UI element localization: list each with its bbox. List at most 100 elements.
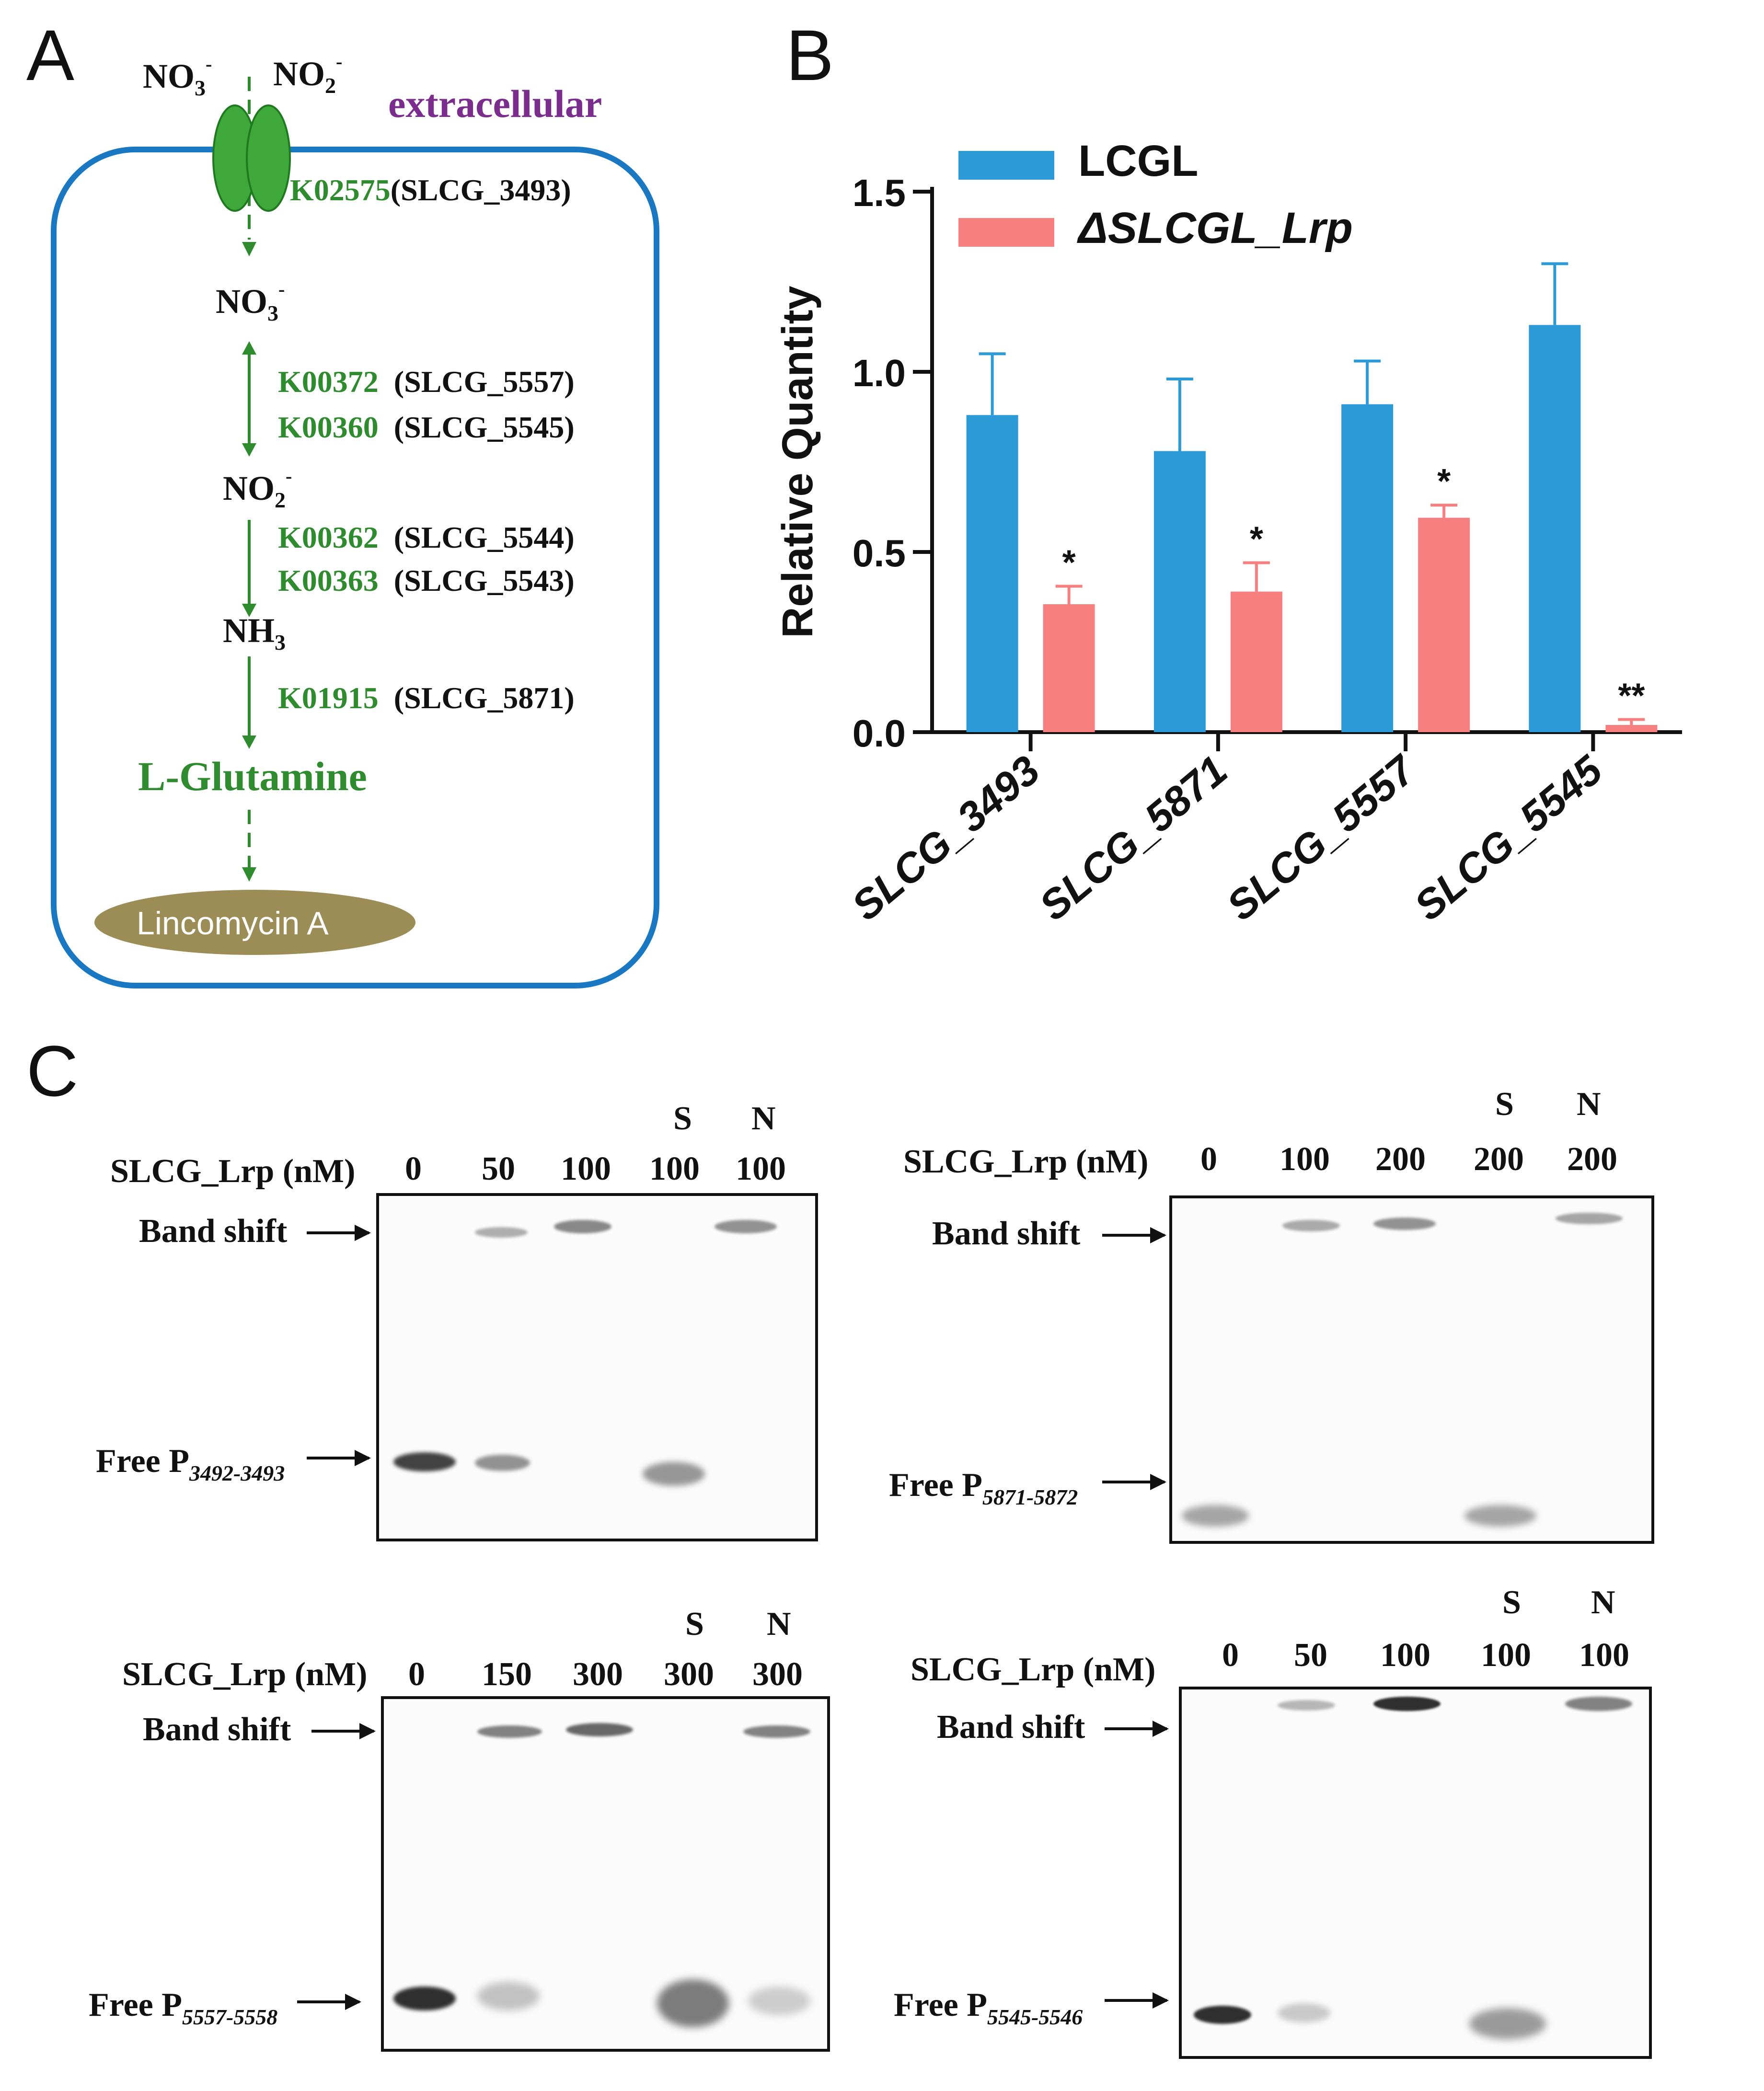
gel-1-conc-label: SLCG_Lrp (nM) <box>110 1153 356 1190</box>
significance-3: ** <box>1618 677 1645 715</box>
gel-3 <box>381 1696 830 2052</box>
gel-2-band-shift-arrow <box>1102 1227 1166 1243</box>
gel-1-free-band-0 <box>393 1452 456 1471</box>
step1-enzyme2: K00360 (SLCG_5545) <box>278 410 575 444</box>
gel-3-mark-s: S <box>685 1606 704 1643</box>
gel-2-shift-band-4 <box>1556 1213 1623 1224</box>
y-tick-label-2: 1.0 <box>853 352 906 394</box>
gel-4-free-probe-arrow <box>1105 1992 1169 2009</box>
bar-mutant-1 <box>1230 591 1282 732</box>
significance-1: * <box>1250 520 1263 559</box>
gel-2-lane-3: 200 <box>1474 1141 1524 1178</box>
gel-3-free-band-1 <box>477 1982 540 2011</box>
gel-2-free-band-0 <box>1182 1505 1249 1527</box>
x-tick-label-3: SLCG_5545 <box>1406 747 1612 930</box>
gel-4-band-shift-arrow <box>1105 1721 1169 1737</box>
glutamine-label: L-Glutamine <box>138 753 367 799</box>
legend-swatch-0 <box>958 151 1054 180</box>
y-tick-label-3: 1.5 <box>853 172 906 214</box>
gel-2-shift-band-2 <box>1373 1218 1436 1230</box>
x-tick-label-2: SLCG_5557 <box>1218 746 1425 929</box>
gel-4-mark-n: N <box>1591 1584 1615 1621</box>
gel-4-free-band-1 <box>1278 2003 1330 2022</box>
gel-1-lane-1: 50 <box>482 1150 515 1187</box>
step2-enzyme1: K00362 (SLCG_5544) <box>278 520 575 554</box>
gel-1-lane-3: 100 <box>649 1150 700 1187</box>
gel-3-shift-band-1 <box>477 1725 542 1738</box>
gel-4-lane-1: 50 <box>1294 1637 1327 1674</box>
legend-label-1: ΔSLCGL_Lrp <box>1077 204 1353 253</box>
gel-4-shift-band-4 <box>1565 1697 1632 1711</box>
gel-2-lane-4: 200 <box>1567 1141 1617 1178</box>
gel-3-free-band-0 <box>393 1987 456 2011</box>
gel-3-band-shift-arrow <box>311 1723 376 1739</box>
gel-2-lane-1: 100 <box>1280 1141 1330 1178</box>
gel-4-lane-2: 100 <box>1380 1637 1430 1674</box>
bar-lcgl-2 <box>1341 404 1394 732</box>
pathway-diagram <box>51 77 659 988</box>
panel-b-letter: B <box>786 15 834 95</box>
gel-2-mark-s: S <box>1495 1086 1514 1123</box>
transporter-right <box>246 104 291 212</box>
gel-4-lane-3: 100 <box>1481 1637 1531 1674</box>
gel-3-mark-n: N <box>767 1606 791 1643</box>
gel-3-free-band-3 <box>657 1979 729 2027</box>
bar-lcgl-1 <box>1153 451 1206 732</box>
lincomycin-ellipse <box>94 890 415 955</box>
gel-2-band-shift-label: Band shift <box>932 1215 1081 1252</box>
y-tick-label-1: 0.5 <box>853 532 906 574</box>
gel-1-lane-2: 100 <box>561 1150 611 1187</box>
transporter-label: K02575(SLCG_3493) <box>290 173 571 207</box>
gel-2-conc-label: SLCG_Lrp (nM) <box>903 1143 1149 1180</box>
gel-1-free-probe-label: Free P3492-3493 <box>96 1443 285 1485</box>
gel-1-free-band-3 <box>643 1462 705 1486</box>
gel-3-lane-3: 300 <box>664 1656 714 1693</box>
x-tick-label-1: SLCG_5871 <box>1031 747 1236 930</box>
ammonia: NH3 <box>223 611 286 655</box>
gel-4-shift-band-2 <box>1373 1697 1441 1711</box>
gel-3-shift-band-4 <box>743 1725 810 1738</box>
gel-3-lane-4: 300 <box>752 1656 803 1693</box>
bar-mutant-3 <box>1605 724 1658 732</box>
gel-4-conc-label: SLCG_Lrp (nM) <box>911 1651 1156 1688</box>
gel-3-lane-0: 0 <box>408 1656 425 1693</box>
gel-1-band-shift-arrow <box>307 1225 371 1241</box>
gel-2-lane-2: 200 <box>1375 1141 1426 1178</box>
extracellular-label: extracellular <box>388 82 602 126</box>
gel-3-conc-label: SLCG_Lrp (nM) <box>122 1656 368 1693</box>
nitrite-intracellular: NO2- <box>223 465 292 512</box>
legend-swatch-1 <box>958 218 1054 247</box>
step1-enzyme1: K00372 (SLCG_5557) <box>278 365 575 399</box>
gel-3-lane-2: 300 <box>573 1656 623 1693</box>
gel-4-free-probe-label: Free P5545-5546 <box>894 1987 1083 2029</box>
gel-2-shift-band-1 <box>1282 1220 1340 1231</box>
bar-mutant-0 <box>1043 604 1095 732</box>
nitrite-extracellular: NO2- <box>273 51 343 98</box>
gel-3-free-band-4 <box>748 1987 810 2015</box>
gel-2 <box>1169 1195 1654 1544</box>
cell-membrane <box>51 147 659 988</box>
lincomycin-label: Lincomycin A <box>137 905 329 942</box>
gel-4-mark-s: S <box>1502 1584 1521 1621</box>
gel-1-mark-n: N <box>751 1100 776 1137</box>
bar-mutant-2 <box>1418 517 1470 732</box>
gel-1 <box>376 1193 818 1541</box>
panel-c-letter: C <box>26 1031 79 1111</box>
gel-2-free-band-3 <box>1464 1505 1536 1527</box>
gel-2-free-probe-label: Free P5871-5872 <box>889 1467 1078 1509</box>
gel-3-band-shift-label: Band shift <box>143 1711 291 1748</box>
bar-lcgl-0 <box>966 415 1018 732</box>
gel-4 <box>1179 1687 1652 2059</box>
step2-enzyme2: K00363 (SLCG_5543) <box>278 563 575 597</box>
nitrate-intracellular: NO3- <box>216 278 285 325</box>
gel-1-lane-4: 100 <box>736 1150 786 1187</box>
gel-1-lane-0: 0 <box>405 1150 422 1187</box>
significance-0: * <box>1062 543 1076 582</box>
gel-4-free-band-3 <box>1469 2008 1546 2039</box>
gel-1-free-probe-arrow <box>307 1450 371 1466</box>
gel-4-band-shift-label: Band shift <box>937 1709 1085 1746</box>
gel-3-free-probe-arrow <box>297 1994 361 2010</box>
gel-4-lane-0: 0 <box>1222 1637 1239 1674</box>
gel-1-free-band-1 <box>475 1455 530 1471</box>
gel-3-shift-band-2 <box>566 1723 633 1736</box>
